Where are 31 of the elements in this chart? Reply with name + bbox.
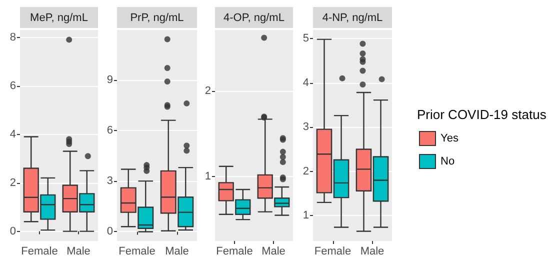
x-tick-label: Male	[66, 246, 90, 258]
legend-title: Prior COVID-19 status	[417, 107, 547, 122]
y-tick-label: 4	[302, 76, 309, 89]
y-tick-label: 0	[106, 226, 113, 238]
y-tick-label: 2	[10, 176, 16, 189]
chart-title: 4-NP, ng/mL	[313, 7, 392, 28]
y-tick-label: 5	[302, 32, 309, 44]
x-tick-label: Female	[118, 246, 156, 258]
x-tick-label: Male	[262, 246, 286, 258]
y-tick-label: 3	[106, 175, 113, 188]
chart-title: PrP, ng/mL	[117, 7, 197, 28]
y-tick-label: 9	[106, 74, 113, 86]
y-tick-label: 6	[10, 80, 16, 92]
x-tick-label: Female	[21, 246, 58, 258]
legend-label: No	[440, 156, 455, 168]
x-tick-label: Male	[165, 246, 189, 258]
x-tick-label: Male	[360, 246, 384, 258]
legend-label: Yes	[440, 132, 459, 144]
y-tick-label: 1	[302, 210, 309, 222]
chart-title: 4-OP, ng/mL	[215, 7, 293, 28]
chart-title: MeP, ng/mL	[20, 7, 98, 28]
y-tick-label: 1	[204, 170, 211, 183]
y-tick-label: 2	[204, 84, 211, 97]
x-tick-label: Female	[314, 246, 352, 258]
y-tick-label: 6	[106, 124, 113, 136]
y-tick-label: 4	[10, 128, 16, 140]
x-tick-label: Female	[216, 246, 253, 258]
y-tick-label: 2	[302, 165, 309, 178]
y-tick-label: 0	[10, 225, 16, 238]
y-tick-label: 3	[302, 121, 309, 134]
y-tick-label: 8	[10, 31, 16, 44]
